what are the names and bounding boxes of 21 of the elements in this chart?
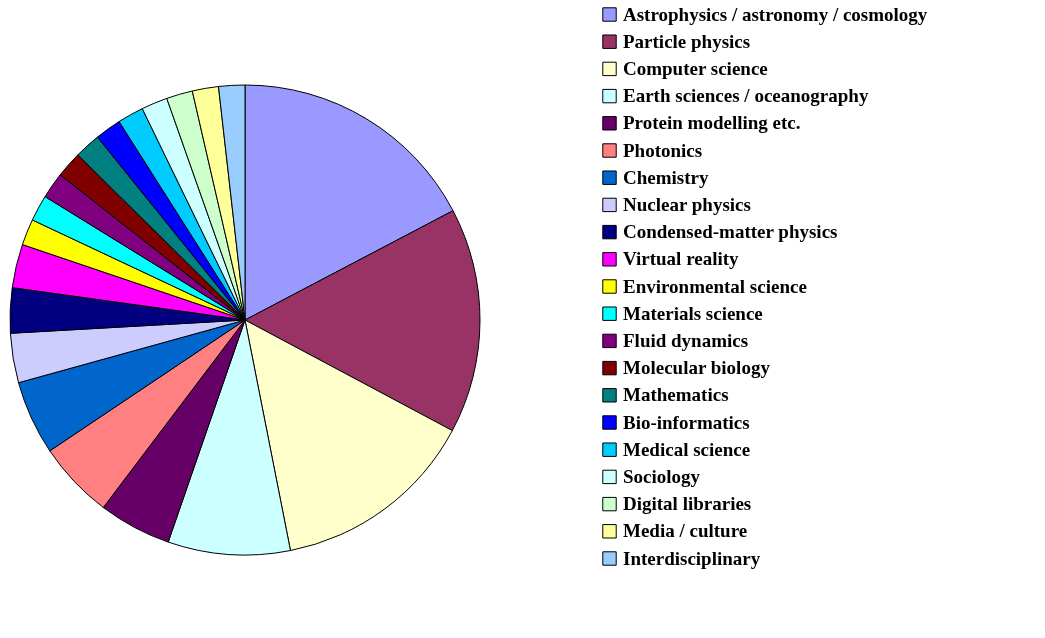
legend-label: Virtual reality <box>623 248 740 270</box>
legend-label: Chemistry <box>623 166 709 188</box>
legend-label: Materials science <box>623 302 763 324</box>
legend-label: Mathematics <box>623 384 729 406</box>
legend-label: Earth sciences / oceanography <box>623 85 869 107</box>
legend-label: Protein modelling etc. <box>623 112 801 134</box>
legend-label: Media / culture <box>623 520 748 542</box>
legend-label: Particle physics <box>623 30 751 52</box>
legend-label: Photonics <box>623 139 703 161</box>
legend-label: Condensed-matter physics <box>623 221 838 243</box>
legend-label: Astrophysics / astronomy / cosmology <box>623 3 928 25</box>
legend-label: Interdisciplinary <box>623 547 761 569</box>
legend-label: Bio-informatics <box>623 411 750 433</box>
legend-label: Computer science <box>623 57 768 79</box>
legend-label: Environmental science <box>623 275 807 297</box>
legend-label: Digital libraries <box>623 493 752 515</box>
legend-label: Fluid dynamics <box>623 329 749 351</box>
legend-label: Molecular biology <box>623 357 771 379</box>
legend-label: Nuclear physics <box>623 193 751 215</box>
legend-label: Sociology <box>623 465 701 487</box>
legend-label: Medical science <box>623 438 751 460</box>
